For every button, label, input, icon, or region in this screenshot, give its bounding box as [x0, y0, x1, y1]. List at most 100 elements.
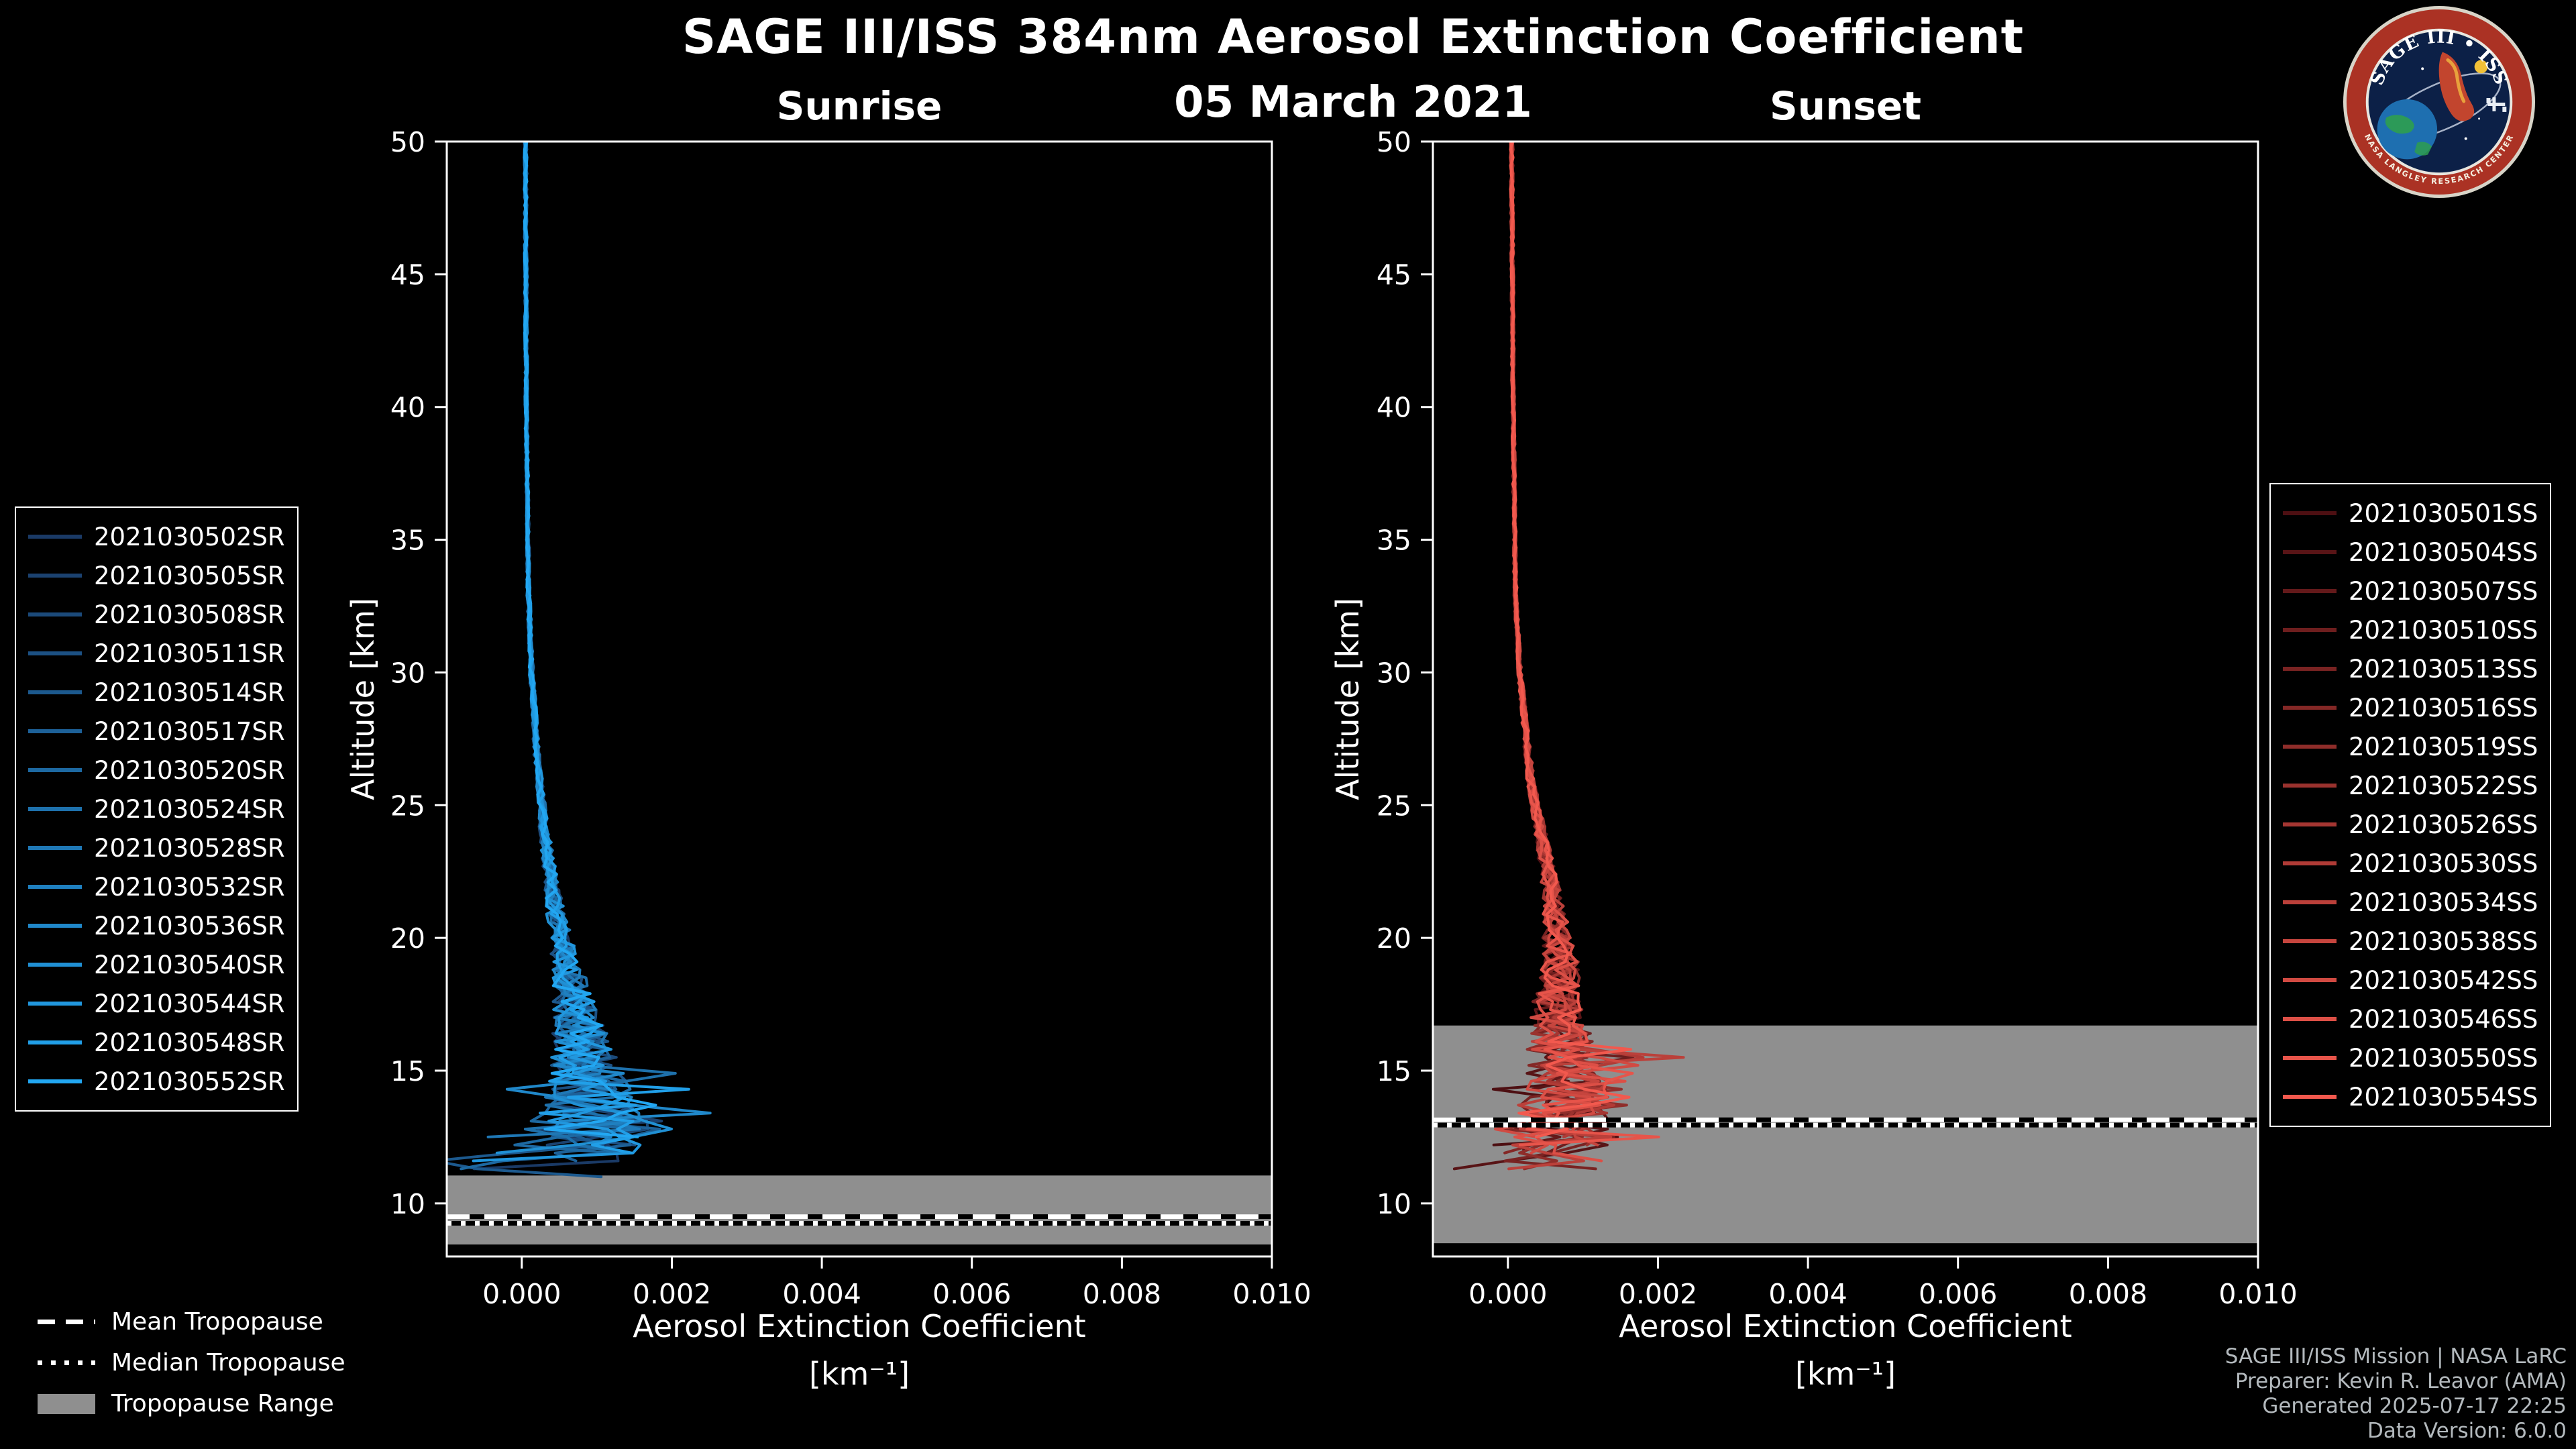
x-tick-label: 0.000	[1468, 1278, 1547, 1310]
x-axis-label-units: [km⁻¹]	[808, 1356, 910, 1393]
legend-line-swatch	[2283, 667, 2337, 671]
legend-item: 2021030546SS	[2283, 1000, 2538, 1038]
legend-label: 2021030528SR	[94, 833, 285, 863]
series-line	[1509, 142, 1660, 1146]
legend-line-swatch	[2283, 784, 2337, 788]
legend-line-swatch	[2283, 1017, 2337, 1021]
legend-line-swatch	[2283, 589, 2337, 593]
legend-line-swatch	[28, 768, 82, 772]
y-tick-label: 35	[390, 525, 425, 557]
legend-label: 2021030530SS	[2349, 849, 2538, 878]
x-tick-label: 0.008	[2069, 1278, 2147, 1310]
legend-label: 2021030514SR	[94, 678, 285, 707]
chart-title: SAGE III/ISS 384nm Aerosol Extinction Co…	[682, 9, 2025, 64]
legend-label: 2021030520SR	[94, 755, 285, 785]
series-line	[1507, 142, 1685, 1171]
range-patch-swatch	[38, 1393, 95, 1414]
legend-label: 2021030502SR	[94, 522, 285, 551]
legend-item: 2021030516SS	[2283, 688, 2538, 727]
legend-line-swatch	[28, 1040, 82, 1044]
star	[2421, 67, 2424, 70]
legend-item: 2021030538SS	[2283, 922, 2538, 961]
credit-generated: Generated 2025-07-17 22:25	[2262, 1394, 2567, 1418]
dotted-line-swatch	[38, 1360, 95, 1365]
tropopause-legend-label: Tropopause Range	[111, 1390, 334, 1417]
x-axis-label-sunset: Aerosol Extinction Coefficient [km⁻¹]	[1433, 1303, 2258, 1399]
legend-line-swatch	[2283, 550, 2337, 554]
y-tick-label: 25	[390, 790, 425, 822]
y-tick-label: 45	[390, 259, 425, 291]
legend-item: 2021030542SS	[2283, 961, 2538, 1000]
legend-label: 2021030510SS	[2349, 615, 2538, 645]
legend-line-swatch	[28, 963, 82, 967]
x-tick-label: 0.000	[482, 1278, 561, 1310]
tropopause-legend-item: Tropopause Range	[38, 1383, 345, 1424]
tropopause-legend-label: Median Tropopause	[111, 1349, 345, 1377]
legend-line-swatch	[2283, 1095, 2337, 1099]
legend-line-swatch	[28, 535, 82, 539]
series-line	[1452, 142, 1609, 1171]
x-tick-label: 0.006	[932, 1278, 1011, 1310]
x-tick-label: 0.002	[633, 1278, 711, 1310]
legend-sunset: 2021030501SS 2021030504SS 2021030507SS 2021…	[2269, 483, 2552, 1127]
legend-label: 2021030524SR	[94, 794, 285, 824]
legend-line-swatch	[28, 574, 82, 578]
legend-label: 2021030522SS	[2349, 771, 2538, 800]
legend-label: 2021030544SR	[94, 989, 285, 1018]
legend-sunrise: 2021030502SR 2021030505SR 2021030508SR 2021…	[15, 506, 299, 1112]
panel-title-sunset: Sunset	[1770, 83, 1921, 129]
series-line	[472, 142, 630, 1171]
legend-line-swatch	[2283, 978, 2337, 982]
legend-label: 2021030505SR	[94, 561, 285, 590]
legend-item: 2021030505SR	[28, 556, 285, 595]
x-tick-label: 0.006	[1919, 1278, 1997, 1310]
legend-item: 2021030510SS	[2283, 610, 2538, 649]
legend-label: 2021030519SS	[2349, 732, 2538, 761]
series-line	[460, 142, 638, 1171]
tropopause-range-band	[447, 1175, 1272, 1245]
legend-item: 2021030501SS	[2283, 494, 2538, 533]
legend-label: 2021030554SS	[2349, 1082, 2538, 1112]
legend-item: 2021030540SR	[28, 945, 285, 984]
legend-line-swatch	[28, 807, 82, 811]
legend-label: 2021030507SS	[2349, 576, 2538, 606]
legend-line-swatch	[28, 690, 82, 694]
y-axis-label-sunrise: Altitude [km]	[345, 598, 381, 800]
legend-item: 2021030536SR	[28, 906, 285, 945]
legend-label: 2021030517SR	[94, 716, 285, 746]
legend-item: 2021030544SR	[28, 984, 285, 1023]
series-line	[523, 142, 677, 1155]
x-axis-label-sunrise: Aerosol Extinction Coefficient [km⁻¹]	[447, 1303, 1272, 1399]
y-tick-label: 25	[1377, 790, 1411, 822]
legend-label: 2021030534SS	[2349, 888, 2538, 917]
legend-label: 2021030513SS	[2349, 654, 2538, 684]
legend-line-swatch	[28, 924, 82, 928]
legend-line-swatch	[28, 1002, 82, 1006]
legend-item: 2021030513SS	[2283, 649, 2538, 688]
legend-item: 2021030554SS	[2283, 1077, 2538, 1116]
series-line	[447, 142, 639, 1179]
x-tick-label: 0.008	[1083, 1278, 1161, 1310]
legend-item: 2021030519SS	[2283, 727, 2538, 766]
series-line	[505, 142, 712, 1138]
earth-landmass	[2414, 142, 2432, 156]
legend-label: 2021030542SS	[2349, 965, 2538, 995]
plot-frame	[445, 140, 1273, 1258]
sage-figure	[2438, 52, 2475, 121]
legend-item: 2021030528SR	[28, 828, 285, 867]
legend-item: 2021030511SR	[28, 634, 285, 673]
dashed-line-swatch	[38, 1320, 95, 1324]
legend-label: 2021030552SR	[94, 1067, 285, 1096]
tropopause-legend: Mean Tropopause Median Tropopause Tropop…	[38, 1301, 345, 1424]
legend-item: 2021030520SR	[28, 751, 285, 790]
legend-item: 2021030550SS	[2283, 1038, 2538, 1077]
legend-item: 2021030508SR	[28, 595, 285, 634]
legend-item: 2021030548SR	[28, 1023, 285, 1062]
legend-line-swatch	[2283, 822, 2337, 826]
x-tick-label: 0.004	[1768, 1278, 1847, 1310]
legend-item: 2021030517SR	[28, 712, 285, 751]
legend-label: 2021030526SS	[2349, 810, 2538, 839]
legend-label: 2021030516SS	[2349, 693, 2538, 722]
legend-item: 2021030514SR	[28, 673, 285, 712]
series-group	[1452, 142, 1685, 1171]
